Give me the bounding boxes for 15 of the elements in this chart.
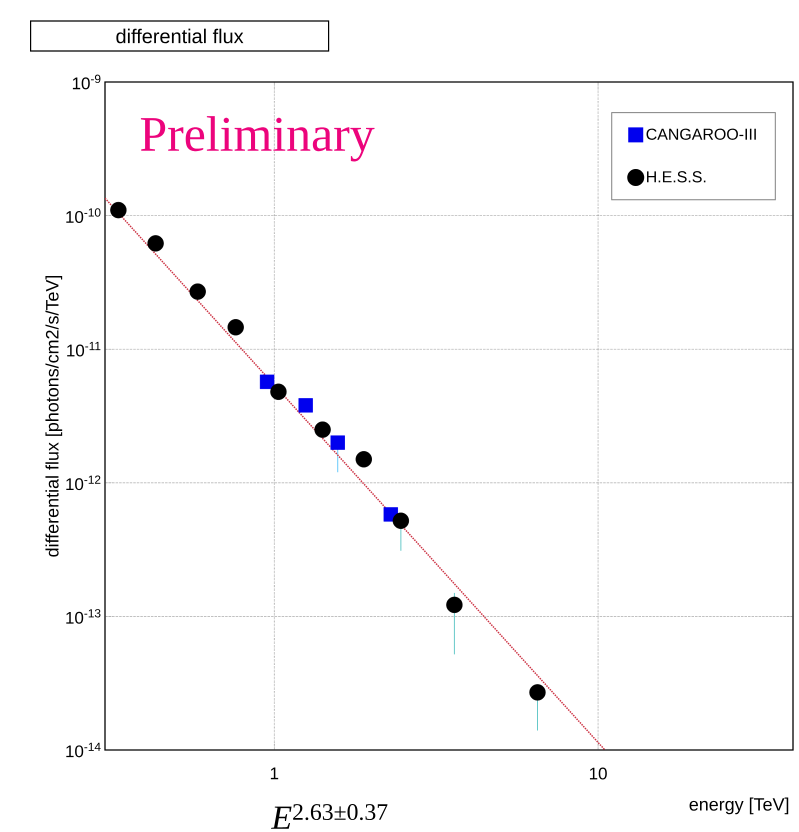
chart-title: differential flux	[116, 28, 244, 44]
y-tick-label: 10$^{-12}$	[66, 475, 100, 490]
y-tick-label: 10$^{-9}$	[72, 74, 100, 90]
y-tick-label: 10$^{-11}$	[67, 342, 100, 357]
x-tick-label: 1	[270, 768, 278, 780]
text: E$^{2.63±0.37}$	[271, 804, 388, 829]
x-tick-label: 10	[590, 768, 607, 780]
y-axis-title: differential flux [photons/cm2/s/TeV]	[45, 276, 62, 557]
legend-label: CANGAROO-III	[646, 128, 756, 140]
y-tick-label: 10$^{-13}$	[66, 609, 100, 624]
x-axis-title: energy [TeV]	[690, 798, 788, 814]
annotation: Preliminary	[140, 116, 375, 162]
y-tick-label: 10$^{-14}$	[66, 742, 101, 758]
legend-label: H.E.S.S.	[647, 171, 706, 182]
y-tick-label: 10$^{-10}$	[66, 208, 101, 223]
